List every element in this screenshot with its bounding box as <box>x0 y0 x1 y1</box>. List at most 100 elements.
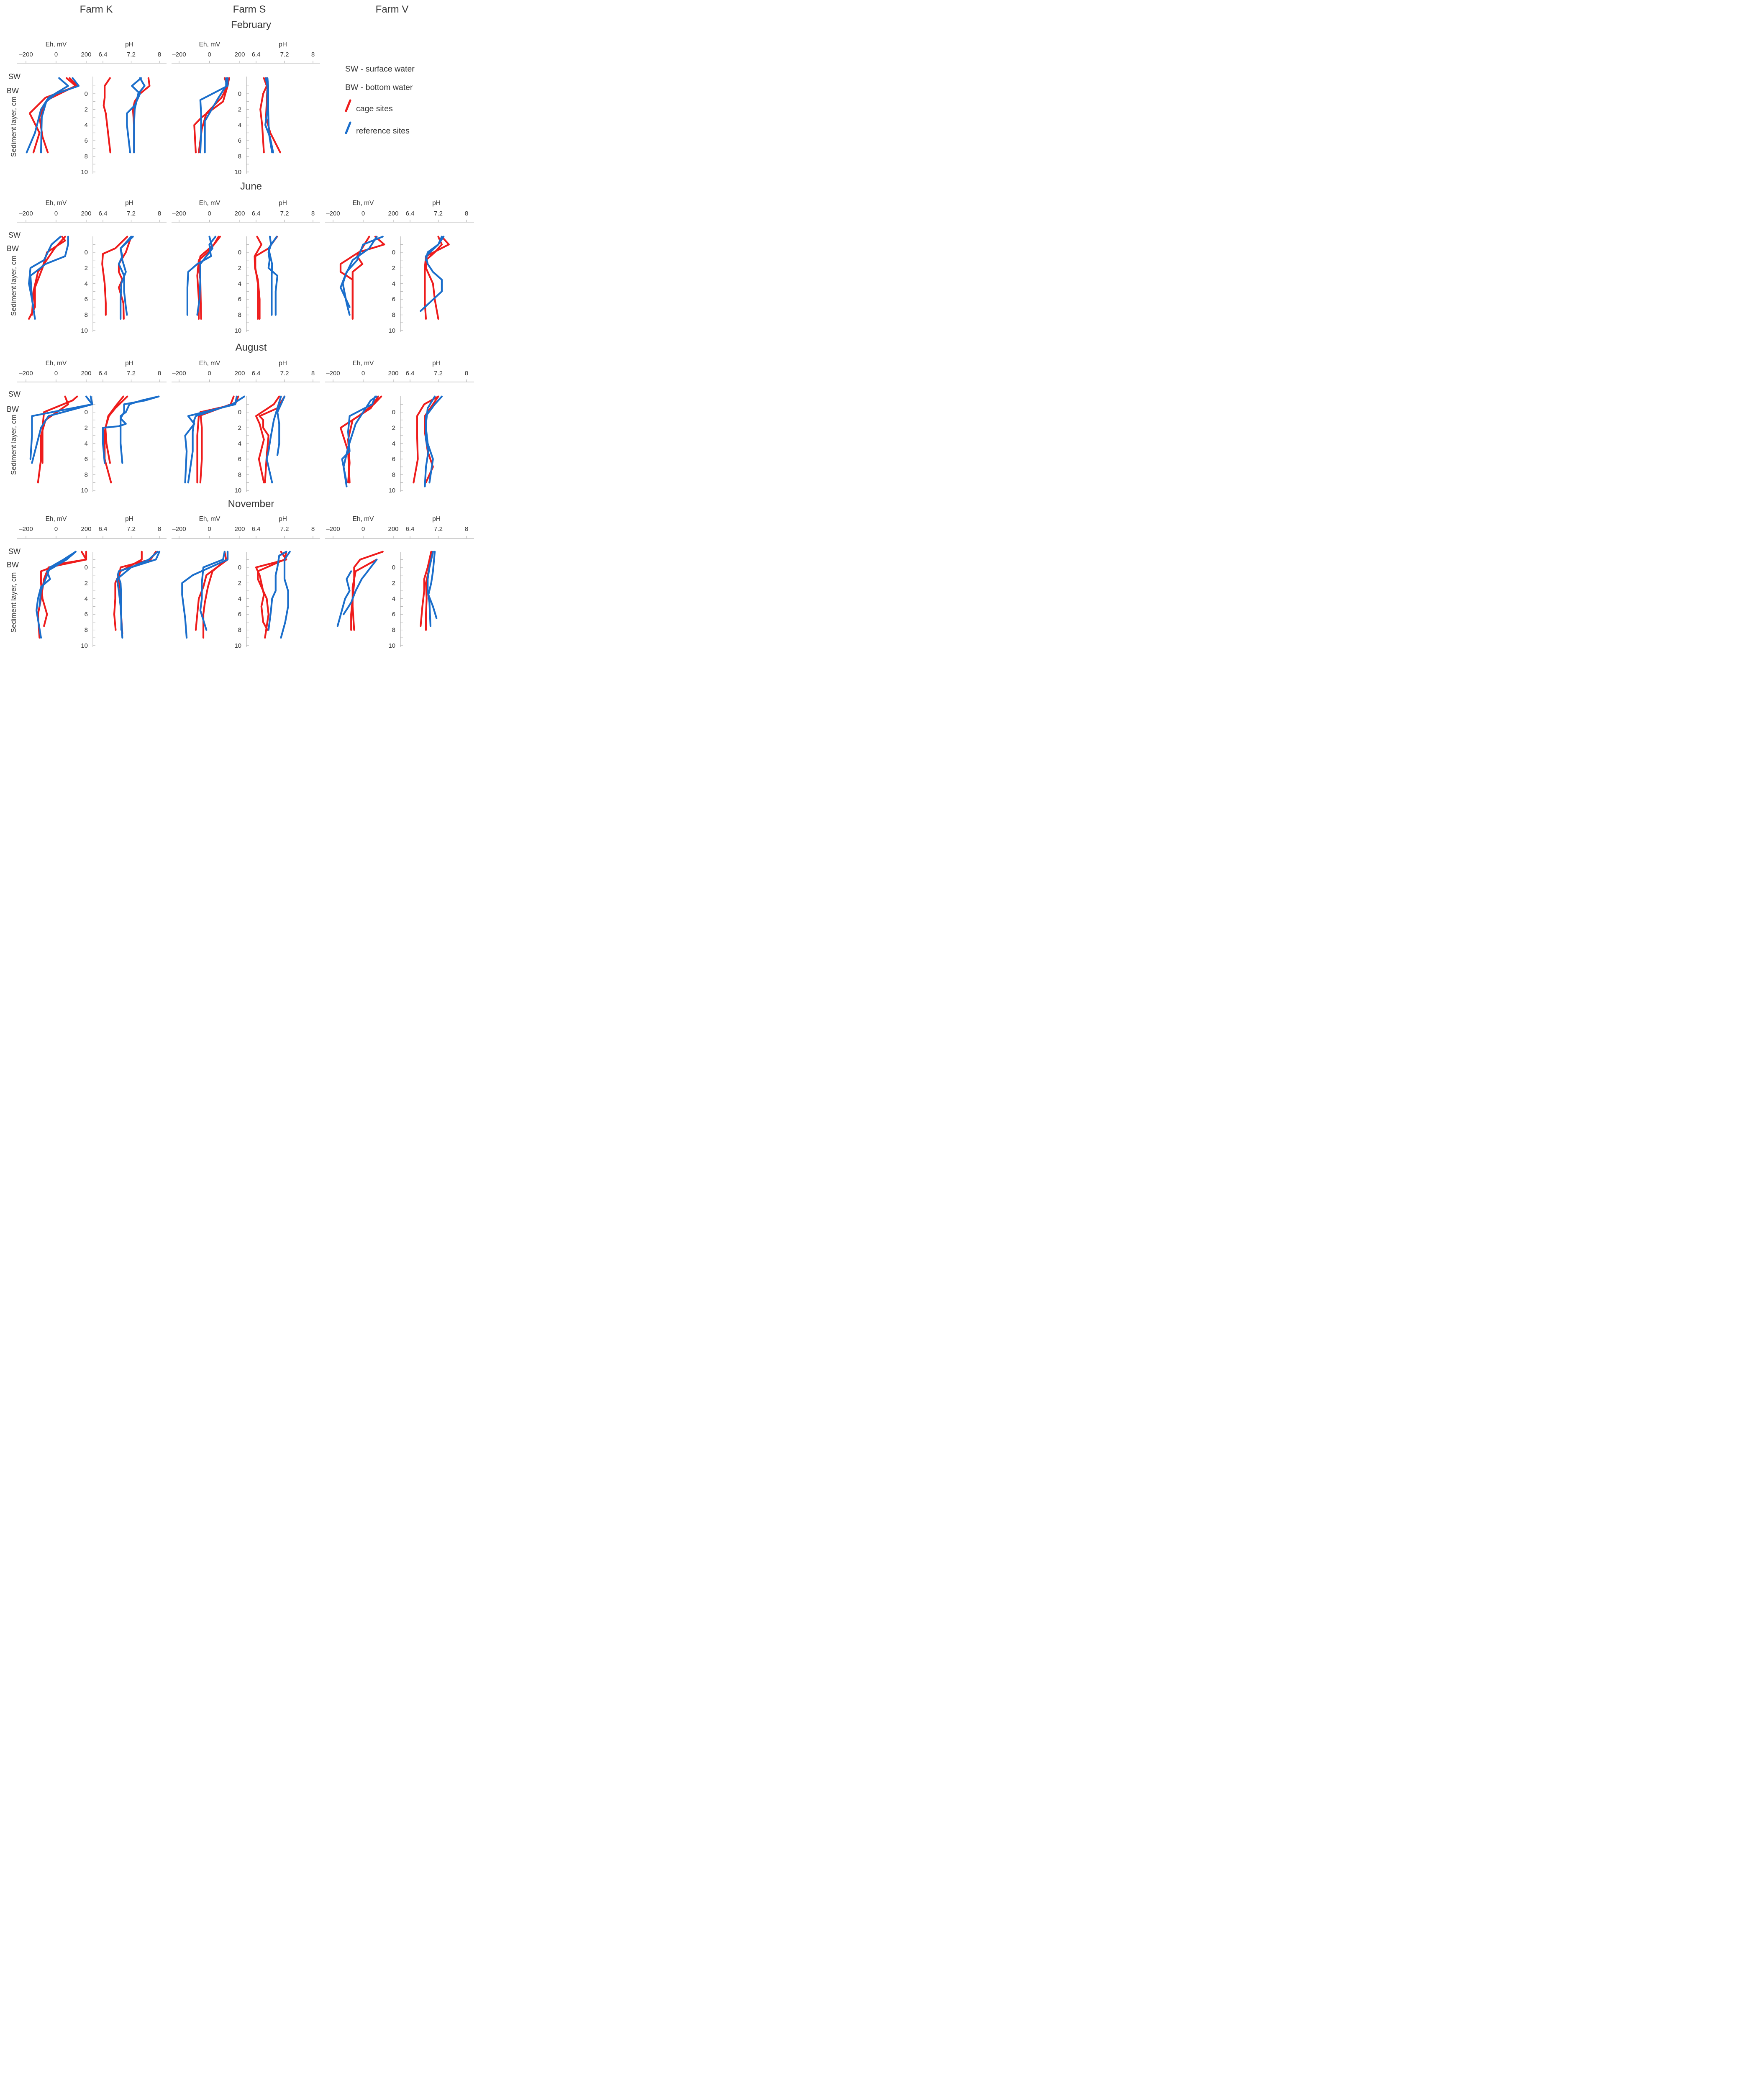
panel-farm-s: Eh, mV pH –200 0 200 6.4 7.2 8 0 2 4 6 8 10 <box>172 360 320 494</box>
sw-label: SW <box>8 390 21 398</box>
depth-tick-label: 6 <box>392 611 395 618</box>
ph-tick-label: 7.2 <box>434 210 443 217</box>
depth-tick-label: 8 <box>85 472 88 479</box>
ph-reference-profile-4 <box>267 236 278 316</box>
ph-axis-title: pH <box>432 200 441 207</box>
depth-tick-label: 2 <box>238 424 241 431</box>
eh-reference-profile-4 <box>196 236 213 316</box>
eh-tick-label: 200 <box>81 526 91 533</box>
ph-tick-label: 7.2 <box>434 526 443 533</box>
depth-tick-label: 2 <box>238 579 241 587</box>
depth-tick-label: 8 <box>85 627 88 634</box>
eh-axis-title: Eh, mV <box>353 360 374 367</box>
bw-label: BW <box>7 244 19 253</box>
depth-tick-label: 2 <box>238 264 241 272</box>
ph-tick-label: 8 <box>311 526 315 533</box>
depth-tick-label: 6 <box>85 611 88 618</box>
month-block-february: February SW BW Sediment layer, cm Eh, mV pH –2… <box>7 19 320 176</box>
figure-canvas: Farm K Farm S Farm V February SW BW Sedimen… <box>7 4 474 649</box>
ph-axis-title: pH <box>432 360 441 367</box>
eh-tick-label: 200 <box>388 210 398 217</box>
depth-tick-label: 10 <box>234 169 241 176</box>
depth-tick-label: 10 <box>81 327 88 334</box>
depth-tick-label: 2 <box>85 264 88 272</box>
bw-label: BW <box>7 561 19 569</box>
eh-tick-label: 0 <box>54 51 58 58</box>
ph-tick-label: 8 <box>465 526 468 533</box>
panel-farm-k: Eh, mV pH –200 0 200 6.4 7.2 8 0 2 4 6 8 10 <box>17 360 167 494</box>
depth-tick-label: 2 <box>238 106 241 113</box>
ph-axis-title: pH <box>279 41 287 48</box>
eh-tick-label: –200 <box>19 210 33 217</box>
ph-axis-title: pH <box>125 200 133 207</box>
depth-tick-label: 2 <box>392 424 395 431</box>
ph-reference-profile-4 <box>120 395 160 464</box>
depth-tick-label: 8 <box>392 472 395 479</box>
ph-tick-label: 8 <box>465 210 468 217</box>
depth-tick-label: 8 <box>238 472 241 479</box>
depth-tick-label: 2 <box>85 424 88 431</box>
ph-cage-profile-2 <box>118 236 132 320</box>
ph-cage-profile-1 <box>255 551 287 631</box>
eh-tick-label: 200 <box>234 210 245 217</box>
ph-tick-label: 6.4 <box>406 526 415 533</box>
depth-tick-label: 2 <box>85 579 88 587</box>
eh-reference-profile-4 <box>38 551 77 608</box>
sw-label: SW <box>8 231 21 239</box>
depth-tick-label: 6 <box>85 296 88 303</box>
y-axis-label: Sediment layer, cm <box>10 415 18 475</box>
eh-tick-label: 0 <box>362 210 365 217</box>
eh-tick-label: 0 <box>54 370 58 377</box>
bw-label: BW <box>7 405 19 413</box>
eh-axis-title: Eh, mV <box>199 200 220 207</box>
panel-farm-k: Eh, mV pH –200 0 200 6.4 7.2 8 0 2 4 6 8 10 <box>17 200 167 334</box>
eh-tick-label: –200 <box>326 210 340 217</box>
depth-tick-label: 2 <box>392 579 395 587</box>
legend-cage-swatch <box>345 99 351 112</box>
eh-axis-title: Eh, mV <box>353 200 374 207</box>
eh-cage-profile-1 <box>37 395 69 484</box>
depth-tick-label: 6 <box>238 611 241 618</box>
depth-tick-label: 8 <box>392 312 395 319</box>
ph-tick-label: 6.4 <box>99 370 108 377</box>
depth-tick-label: 4 <box>238 440 241 447</box>
legend-bw-definition: BW - bottom water <box>345 83 413 92</box>
eh-reference-profile-4 <box>339 236 378 308</box>
eh-reference-profile-4 <box>199 551 226 631</box>
month-block-november: November SW BW Sediment layer, cm Eh, mV pH –2… <box>7 498 474 649</box>
eh-tick-label: 0 <box>362 526 365 533</box>
farm-title-s: Farm S <box>233 4 266 15</box>
ph-tick-label: 7.2 <box>280 526 289 533</box>
depth-tick-label: 0 <box>85 564 88 571</box>
eh-reference-profile-4 <box>204 77 227 154</box>
sw-label: SW <box>8 547 21 556</box>
depth-tick-label: 4 <box>85 595 88 602</box>
eh-tick-label: 200 <box>234 526 245 533</box>
depth-tick-label: 0 <box>392 564 395 571</box>
ph-tick-label: 7.2 <box>280 51 289 58</box>
y-axis-label: Sediment layer, cm <box>10 256 18 316</box>
legend-reference-swatch <box>345 121 351 134</box>
ph-axis-title: pH <box>432 515 441 523</box>
depth-tick-label: 0 <box>85 409 88 416</box>
ph-tick-label: 7.2 <box>280 370 289 377</box>
ph-cage-profile-2 <box>424 395 439 484</box>
ph-tick-label: 6.4 <box>252 526 261 533</box>
panel-farm-s: Eh, mV pH –200 0 200 6.4 7.2 8 0 2 4 6 8 10 <box>172 41 320 176</box>
ph-tick-label: 6.4 <box>252 51 261 58</box>
month-title: August <box>236 342 267 353</box>
eh-tick-label: 200 <box>388 526 398 533</box>
farm-title-v: Farm V <box>376 4 409 15</box>
ph-reference-profile-3 <box>427 551 434 627</box>
eh-tick-label: 0 <box>208 51 211 58</box>
depth-tick-label: 0 <box>238 564 241 571</box>
ph-axis-title: pH <box>125 41 133 48</box>
ph-tick-label: 7.2 <box>280 210 289 217</box>
eh-cage-profile-2 <box>38 77 77 154</box>
eh-axis-title: Eh, mV <box>199 41 220 48</box>
depth-tick-label: 4 <box>85 122 88 129</box>
eh-reference-profile-3 <box>36 551 77 639</box>
ph-tick-label: 6.4 <box>99 526 108 533</box>
depth-tick-label: 4 <box>238 595 241 602</box>
eh-tick-label: 0 <box>208 210 211 217</box>
